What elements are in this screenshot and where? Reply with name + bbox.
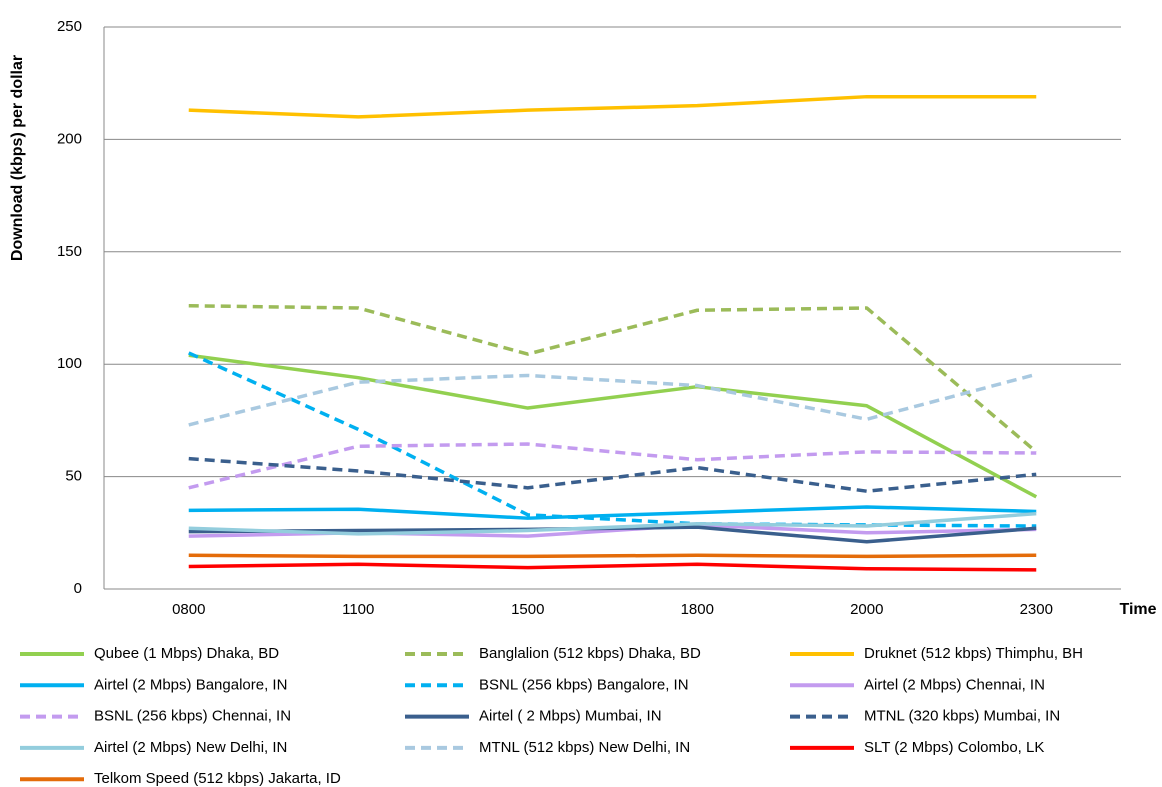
x-tick-label: 0800 <box>172 601 205 618</box>
y-axis-title: Download (kbps) per dollar <box>9 55 26 261</box>
series-line <box>188 351 1037 528</box>
x-tick-label: 2000 <box>850 601 883 618</box>
series-line <box>188 562 1037 572</box>
y-tick-label: 200 <box>57 130 82 147</box>
series-line <box>188 553 1037 559</box>
legend-label: MTNL (512 kbps) New Delhi, IN <box>479 739 690 756</box>
legend-label: BSNL (256 kbps) Bangalore, IN <box>479 676 689 693</box>
series-line <box>188 511 1037 536</box>
legend-label: Airtel (2 Mbps) Chennai, IN <box>864 676 1045 693</box>
series-line <box>188 94 1037 119</box>
series-line <box>188 304 1038 454</box>
legend-label: Qubee (1 Mbps) Dhaka, BD <box>94 645 279 662</box>
legend-label: Airtel ( 2 Mbps) Mumbai, IN <box>479 708 662 725</box>
y-tick-label: 50 <box>65 468 82 485</box>
series-line <box>188 372 1037 427</box>
legend-label: Airtel (2 Mbps) New Delhi, IN <box>94 739 287 756</box>
y-tick-label: 0 <box>74 580 82 597</box>
series-line <box>188 353 1038 499</box>
legend-label: Telkom Speed (512 kbps) Jakarta, ID <box>94 770 341 787</box>
legend-label: SLT (2 Mbps) Colombo, LK <box>864 739 1044 756</box>
y-tick-label: 250 <box>57 18 82 35</box>
series-line <box>188 505 1037 520</box>
legend-label: Druknet (512 kbps) Thimphu, BH <box>864 645 1083 662</box>
legend-label: BSNL (256 kbps) Chennai, IN <box>94 708 291 725</box>
y-tick-label: 100 <box>57 355 82 372</box>
series-line <box>188 442 1037 490</box>
y-tick-label: 150 <box>57 243 82 260</box>
legend-label: Banglalion (512 kbps) Dhaka, BD <box>479 645 701 662</box>
x-tick-label: 1100 <box>342 601 374 618</box>
legend-label: Airtel (2 Mbps) Bangalore, IN <box>94 676 287 693</box>
x-axis-title: Time <box>1119 601 1156 618</box>
series-line <box>188 456 1037 493</box>
legend-label: MTNL (320 kbps) Mumbai, IN <box>864 708 1060 725</box>
x-tick-label: 2300 <box>1020 601 1053 618</box>
x-tick-label: 1800 <box>681 601 714 618</box>
x-tick-label: 1500 <box>511 601 544 618</box>
